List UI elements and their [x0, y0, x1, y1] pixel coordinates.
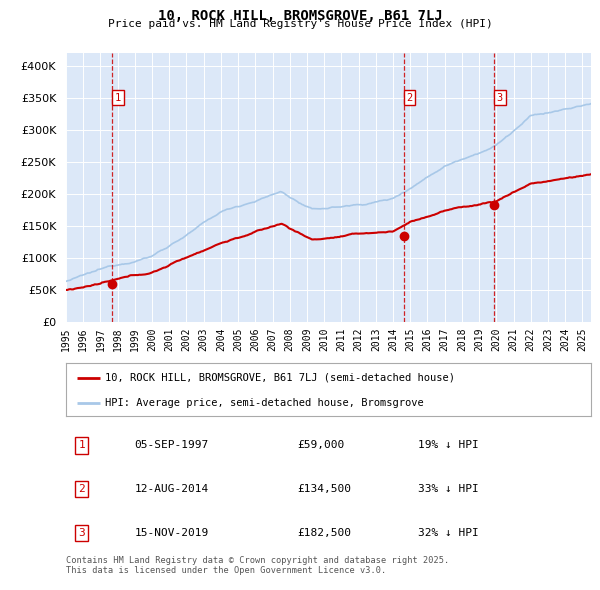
Text: 05-SEP-1997: 05-SEP-1997: [134, 441, 209, 450]
Text: 3: 3: [79, 528, 85, 538]
Text: 33% ↓ HPI: 33% ↓ HPI: [418, 484, 479, 494]
Text: HPI: Average price, semi-detached house, Bromsgrove: HPI: Average price, semi-detached house,…: [106, 398, 424, 408]
Text: 10, ROCK HILL, BROMSGROVE, B61 7LJ (semi-detached house): 10, ROCK HILL, BROMSGROVE, B61 7LJ (semi…: [106, 373, 455, 383]
Text: 1: 1: [115, 93, 121, 103]
Text: 2: 2: [79, 484, 85, 494]
Text: 2: 2: [406, 93, 412, 103]
Text: 1: 1: [79, 441, 85, 450]
Text: 19% ↓ HPI: 19% ↓ HPI: [418, 441, 479, 450]
Text: 3: 3: [497, 93, 503, 103]
Text: 12-AUG-2014: 12-AUG-2014: [134, 484, 209, 494]
Text: £59,000: £59,000: [297, 441, 344, 450]
Text: 32% ↓ HPI: 32% ↓ HPI: [418, 528, 479, 538]
Text: Contains HM Land Registry data © Crown copyright and database right 2025.
This d: Contains HM Land Registry data © Crown c…: [66, 556, 449, 575]
Text: 15-NOV-2019: 15-NOV-2019: [134, 528, 209, 538]
Text: £134,500: £134,500: [297, 484, 351, 494]
Text: 10, ROCK HILL, BROMSGROVE, B61 7LJ: 10, ROCK HILL, BROMSGROVE, B61 7LJ: [158, 9, 442, 23]
Text: Price paid vs. HM Land Registry's House Price Index (HPI): Price paid vs. HM Land Registry's House …: [107, 19, 493, 30]
Text: £182,500: £182,500: [297, 528, 351, 538]
